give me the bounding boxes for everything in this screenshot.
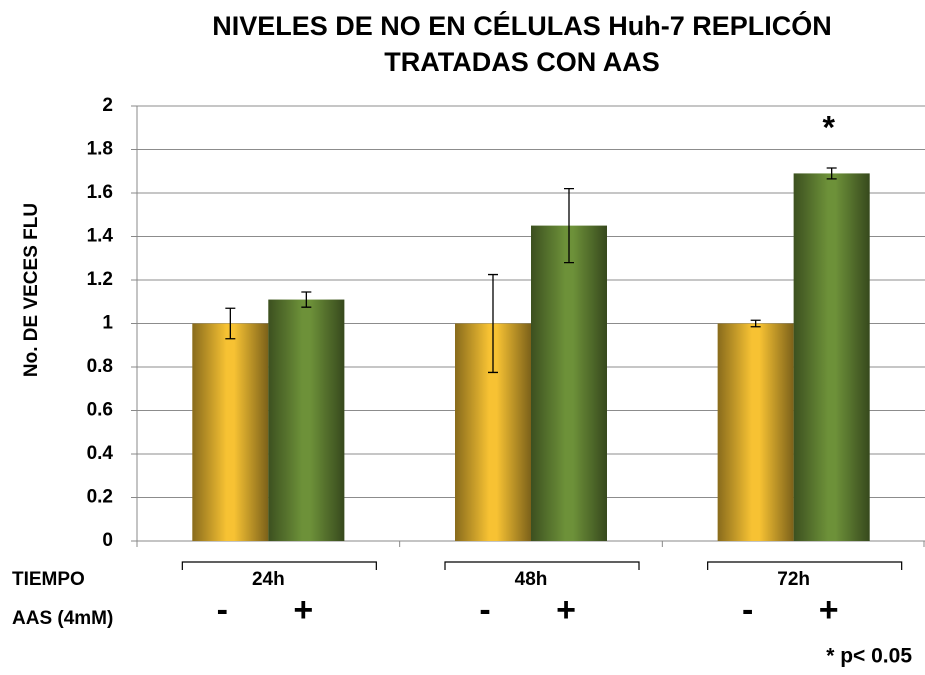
y-tick-label: 1.8 xyxy=(87,139,113,160)
error-bar xyxy=(301,291,312,308)
aas-sign: - xyxy=(217,591,228,629)
y-tick-label: 0.2 xyxy=(87,487,113,508)
y-tick-label: 0.4 xyxy=(87,443,114,464)
y-tick-label: 0.6 xyxy=(87,400,113,421)
y-tick-label: 0.8 xyxy=(87,356,113,377)
chart-title: NIVELES DE NO EN CÉLULAS Huh-7 REPLICÓN xyxy=(212,10,832,41)
bar-shade xyxy=(192,323,269,541)
significance-marker: * xyxy=(822,109,835,145)
group-bracket xyxy=(444,561,640,570)
row-label: AAS (4mM) xyxy=(12,608,113,629)
chart-title: TRATADAS CON AAS xyxy=(384,47,659,77)
y-tick-label: 0 xyxy=(102,530,113,551)
y-axis-label: No. DE VECES FLU xyxy=(21,203,42,377)
aas-sign: + xyxy=(819,591,839,629)
error-bar xyxy=(488,273,498,374)
bar-shade xyxy=(268,299,345,541)
y-tick-label: 1.4 xyxy=(87,226,114,247)
group-bracket xyxy=(707,561,903,570)
row-label: TIEMPO xyxy=(12,569,85,590)
error-bar xyxy=(225,307,236,340)
footnote: * p< 0.05 xyxy=(826,645,912,668)
aas-sign: + xyxy=(293,591,313,629)
error-bar xyxy=(564,188,574,264)
y-tick-label: 2 xyxy=(102,95,113,116)
y-tick-label: 1.6 xyxy=(87,182,113,203)
bar-shade xyxy=(793,173,870,542)
y-tick-label: 1.2 xyxy=(87,269,113,290)
x-tick-label: 24h xyxy=(252,569,285,590)
aas-sign: - xyxy=(742,591,753,629)
group-bracket xyxy=(181,561,377,570)
x-tick-label: 72h xyxy=(777,569,810,590)
x-tick-label: 48h xyxy=(515,569,548,590)
bar-shade xyxy=(717,323,794,541)
y-tick-label: 1 xyxy=(102,313,113,334)
error-bar xyxy=(750,319,761,328)
aas-sign: + xyxy=(556,591,576,629)
error-bar xyxy=(826,167,837,180)
bar-shade xyxy=(531,225,607,541)
aas-sign: - xyxy=(479,591,490,629)
